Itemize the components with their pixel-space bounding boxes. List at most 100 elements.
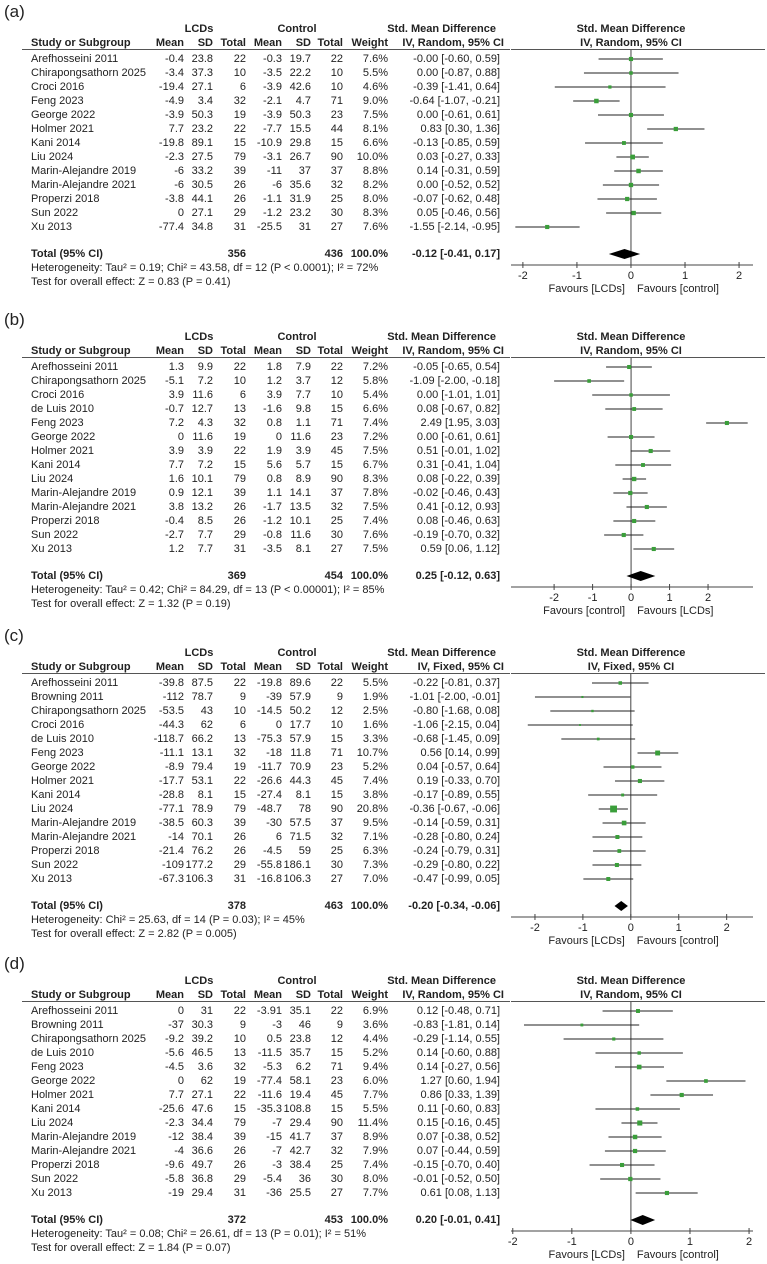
study-name: George 2022 xyxy=(31,761,96,773)
study-cell: 39 xyxy=(233,165,246,177)
study-cell: 0 xyxy=(275,719,282,731)
study-cell: 7.5% xyxy=(362,501,388,513)
study-effect-marker xyxy=(724,420,729,426)
study-cell: 10 xyxy=(330,389,343,401)
study-cell: 15 xyxy=(330,733,343,745)
x-tick-label: -1 xyxy=(587,592,598,604)
study-cell: 15 xyxy=(233,1103,246,1115)
study-cell: 2.5% xyxy=(362,705,388,717)
column-header: Weight xyxy=(351,661,388,673)
study-name: de Luis 2010 xyxy=(31,403,94,415)
study-cell: 8.1 xyxy=(295,543,311,555)
study-cell: 31 xyxy=(233,221,246,233)
study-cell: -4.9 xyxy=(165,95,184,107)
study-effect-ci: 0.59 [0.06, 1.12] xyxy=(420,543,500,555)
study-cell: 5.5% xyxy=(362,677,388,689)
study-cell: 7.6% xyxy=(362,221,388,233)
study-cell: 3.9 xyxy=(168,445,184,457)
column-header: SD xyxy=(295,37,311,49)
study-cell: -11.1 xyxy=(159,747,184,759)
study-cell: 9 xyxy=(239,1019,246,1031)
study-effect-marker xyxy=(581,695,584,699)
study-cell: 7.0% xyxy=(362,873,388,885)
column-header-method: IV, Random, 95% CI xyxy=(402,345,504,357)
favours-left-label: Favours [control] xyxy=(543,605,626,617)
x-tick-label: 2 xyxy=(723,922,730,934)
study-name: Croci 2016 xyxy=(31,389,85,401)
study-cell: 44.1 xyxy=(191,193,213,205)
study-effect-marker xyxy=(629,434,634,440)
study-cell: 19 xyxy=(233,431,246,443)
study-cell: 49.7 xyxy=(191,1159,213,1171)
study-name: George 2022 xyxy=(31,1075,96,1087)
study-cell: 19.4 xyxy=(289,1089,311,1101)
study-cell: 10.1 xyxy=(191,473,213,485)
study-cell: 60.3 xyxy=(191,817,213,829)
study-name: de Luis 2010 xyxy=(31,733,94,745)
panel-label: (c) xyxy=(4,626,24,645)
study-cell: 15 xyxy=(330,1103,343,1115)
favours-left-label: Favours [LCDs] xyxy=(548,935,625,947)
forest-plot-area xyxy=(511,358,753,590)
study-effect-marker xyxy=(628,56,634,62)
x-tick-label: 1 xyxy=(686,1236,694,1248)
study-cell: 8.9% xyxy=(362,1131,388,1143)
study-cell: 79 xyxy=(233,803,246,815)
plot-header-method: IV, Random, 95% CI xyxy=(580,37,682,49)
study-cell: 6 xyxy=(239,81,246,93)
study-cell: 5.2% xyxy=(362,1047,388,1059)
study-cell: 10 xyxy=(330,719,343,731)
heterogeneity-text: Heterogeneity: Tau² = 0.19; Chi² = 43.58… xyxy=(31,262,379,274)
study-effect-marker xyxy=(625,196,630,202)
study-cell: 26 xyxy=(233,831,246,843)
study-cell: 6.3% xyxy=(362,845,388,857)
study-cell: -9.2 xyxy=(165,1033,184,1045)
column-header: Total xyxy=(220,345,246,357)
column-header: SD xyxy=(197,989,213,1001)
plot-header-underline xyxy=(511,357,765,358)
study-cell: 5.5% xyxy=(362,1103,388,1115)
study-cell: 3.9 xyxy=(168,389,184,401)
pooled-effect-diamond xyxy=(630,1215,656,1225)
effect-header-table: Std. Mean Difference xyxy=(387,331,496,343)
x-tick-label: 0 xyxy=(628,592,635,604)
heterogeneity-text: Heterogeneity: Tau² = 0.08; Chi² = 26.61… xyxy=(31,1228,366,1240)
study-cell: -6 xyxy=(174,165,184,177)
study-cell: -25.6 xyxy=(158,1103,184,1115)
study-cell: 29.4 xyxy=(289,1117,311,1129)
study-effect-ci: -0.17 [-0.89, 0.55] xyxy=(413,789,500,801)
study-cell: -48.7 xyxy=(256,803,282,815)
study-cell: 87.5 xyxy=(191,677,213,689)
study-effect-ci: -0.02 [-0.46, 0.43] xyxy=(413,487,500,499)
study-cell: 71 xyxy=(330,1061,343,1073)
x-tick-label: 1 xyxy=(666,592,673,604)
study-cell: 31 xyxy=(298,221,311,233)
study-cell: 23 xyxy=(330,761,343,773)
study-cell: -11.7 xyxy=(257,761,282,773)
study-cell: 0.8 xyxy=(266,417,282,429)
study-cell: 10.7% xyxy=(356,747,388,759)
study-cell: -112 xyxy=(162,691,184,703)
study-cell: -0.4 xyxy=(165,515,184,527)
column-header: Weight xyxy=(351,989,388,1001)
study-effect-ci: 0.11 [-0.60, 0.83] xyxy=(417,1103,500,1115)
study-cell: 0 xyxy=(177,207,184,219)
study-cell: -19.8 xyxy=(158,137,184,149)
study-effect-ci: -0.01 [-0.52, 0.50] xyxy=(413,1173,500,1185)
study-cell: 7.2% xyxy=(362,361,388,373)
study-effect-ci: 0.05 [-0.46, 0.56] xyxy=(416,207,500,219)
study-effect-marker xyxy=(621,820,627,826)
study-cell: 23.8 xyxy=(191,53,213,65)
study-effect-ci: 0.12 [-0.48, 0.71] xyxy=(416,1005,500,1017)
total-label: Total (95% CI) xyxy=(31,900,103,912)
effect-header-table: Std. Mean Difference xyxy=(387,975,496,987)
study-effect-ci: 0.03 [-0.27, 0.33] xyxy=(416,151,500,163)
favours-right-label: Favours [LCDs] xyxy=(637,605,714,617)
study-cell: 34.8 xyxy=(191,221,213,233)
study-cell: 25.5 xyxy=(289,1187,311,1199)
study-cell: 90 xyxy=(330,151,343,163)
study-cell: 30 xyxy=(330,207,343,219)
study-cell: 50.2 xyxy=(289,705,311,717)
study-cell: 26 xyxy=(233,179,246,191)
x-tick-label: 0 xyxy=(627,270,635,282)
